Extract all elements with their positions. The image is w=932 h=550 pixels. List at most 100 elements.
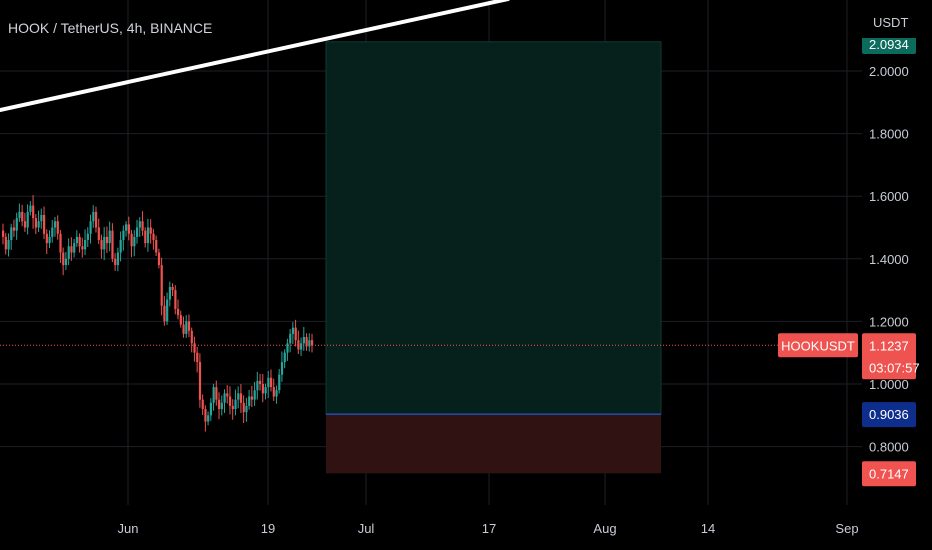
candle-body	[300, 343, 303, 350]
candle-body	[114, 258, 117, 266]
candle-body	[62, 252, 65, 266]
candle-body	[269, 377, 273, 388]
time-axis[interactable]: Jun 19 Jul 17 Aug 14 Sep	[0, 505, 862, 550]
candle-body	[280, 362, 284, 375]
candle-body	[218, 399, 221, 410]
position-zones[interactable]	[325, 41, 662, 474]
candle-body	[215, 387, 218, 400]
candle-body	[179, 315, 182, 325]
candle-body	[141, 221, 144, 231]
candle-body	[64, 258, 68, 266]
candle-body	[185, 321, 188, 334]
candle-body	[152, 233, 155, 241]
candle-body	[135, 227, 139, 237]
candle-body	[228, 396, 232, 406]
candle-body	[261, 384, 264, 394]
candle-body	[272, 387, 275, 397]
candle-body	[302, 337, 305, 344]
candle-body	[311, 340, 314, 346]
candle-body	[10, 227, 13, 241]
candle-body	[89, 221, 92, 234]
candle-body	[155, 240, 158, 253]
trendline-segment[interactable]	[0, 0, 510, 112]
candle-body	[119, 240, 122, 253]
candle-body	[86, 233, 89, 241]
candle-body	[278, 374, 281, 391]
candle-body	[40, 214, 43, 222]
price-tags: 2.0934 USDT HOOKUSDT 1.1237 03:07:57 0.9036 0.…	[778, 0, 920, 487]
stop-zone[interactable]	[326, 414, 661, 474]
price-axis-label: 1.6000	[869, 189, 909, 204]
candle-body	[289, 333, 292, 344]
candle-body	[198, 362, 202, 400]
candle-body	[12, 227, 16, 231]
candle-body	[242, 402, 245, 413]
candle-body	[166, 299, 169, 322]
candle-body	[146, 227, 150, 244]
candle-body	[267, 377, 270, 388]
candle-body	[2, 230, 5, 237]
candle-body	[37, 221, 40, 228]
candle-body	[275, 390, 278, 397]
price-axis-panel[interactable]	[862, 0, 932, 550]
candle-body	[259, 380, 262, 384]
candle-body	[21, 211, 24, 222]
candle-body	[209, 402, 213, 416]
candle-body	[239, 393, 243, 403]
candle-body	[45, 233, 48, 244]
candle-body	[84, 240, 87, 250]
candle-body	[32, 205, 35, 219]
candle-body	[78, 236, 81, 247]
candle-body	[97, 227, 100, 241]
candle-body	[43, 214, 46, 234]
candle-body	[67, 246, 70, 259]
candle-body	[157, 252, 161, 266]
symbol-tag	[778, 333, 858, 358]
candle-body	[308, 340, 311, 347]
candle-body	[234, 399, 237, 410]
candle-body	[256, 380, 259, 391]
candle-body	[15, 218, 18, 231]
candle-body	[51, 227, 54, 237]
candle-body	[305, 337, 308, 347]
candle-body	[253, 390, 256, 400]
candle-body	[18, 211, 21, 219]
time-axis-label: 17	[482, 521, 496, 536]
entry-price-tag	[862, 402, 916, 428]
price-axis-label: 1.2000	[869, 314, 909, 329]
target-price-text: 2.0934	[869, 37, 909, 52]
price-axis-label: 2.0000	[869, 64, 909, 79]
candle-body	[174, 290, 177, 309]
time-axis-panel[interactable]	[0, 505, 862, 550]
candle-body	[149, 227, 152, 234]
price-axis-currency-top: USDT	[873, 15, 908, 30]
candle-body	[26, 211, 29, 228]
price-axis-label: 1.0000	[869, 377, 909, 392]
candle-body	[81, 246, 84, 250]
stop-price-tag	[862, 461, 916, 487]
candle-body	[116, 252, 120, 266]
candle-body	[160, 265, 163, 306]
price-axis[interactable]: USDT 2.0000 1.8000 1.6000 1.4000 1.2000 1.0000…	[862, 0, 932, 550]
candle-body	[92, 211, 95, 222]
entry-price-text: 0.9036	[869, 407, 909, 422]
candle-body	[283, 352, 286, 363]
candle-body	[100, 240, 103, 250]
time-axis-label: Aug	[593, 521, 616, 536]
candle-body	[245, 405, 248, 413]
trendline[interactable]	[0, 0, 510, 112]
target-tag-mask	[862, 0, 916, 38]
candle-body	[187, 321, 191, 331]
symbol-title[interactable]: HOOK / TetherUS, 4h, BINANCE	[8, 20, 213, 36]
candle-body	[56, 221, 59, 234]
candle-body	[201, 399, 204, 410]
candle-body	[297, 340, 300, 350]
candle-body	[286, 343, 289, 353]
candle-body	[125, 224, 128, 231]
candle-body	[196, 352, 199, 363]
target-zone[interactable]	[325, 41, 662, 415]
candle-body	[264, 387, 267, 394]
candle-body	[103, 236, 106, 250]
candle-body	[23, 221, 27, 228]
